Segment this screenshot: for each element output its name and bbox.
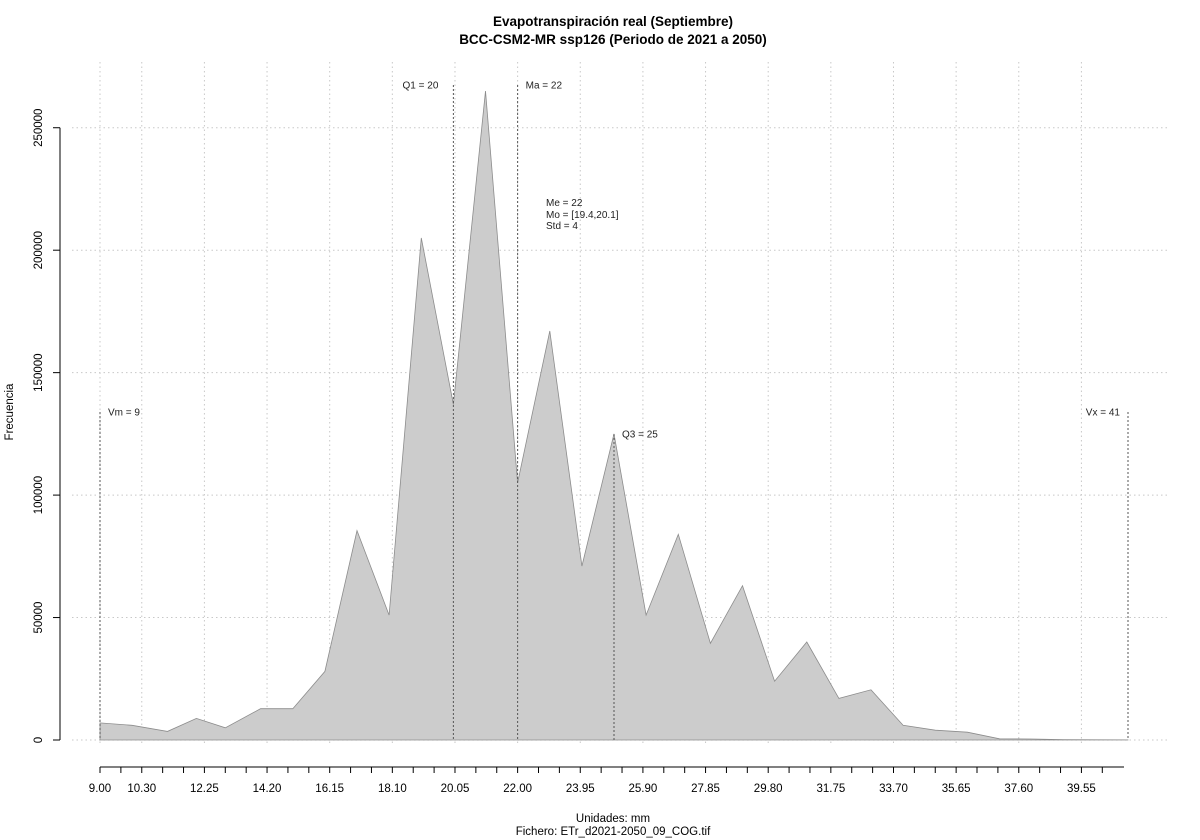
stats-annotation: Me = 22 Mo = [19.4,20.1] Std = 4	[546, 198, 619, 232]
y-axis-label: Frecuencia	[4, 383, 16, 440]
chart-subtitle: BCC-CSM2-MR ssp126 (Periodo de 2021 a 20…	[459, 32, 767, 47]
reference-line-label: Vx = 41	[1086, 408, 1121, 419]
reference-line-label: Q1 = 20	[403, 81, 439, 92]
y-tick-label: 0	[33, 737, 45, 743]
x-tick-label: 9.00	[89, 783, 111, 795]
reference-line-label: Ma = 22	[526, 81, 563, 92]
x-axis-label: Unidades: mm	[576, 813, 650, 825]
stat-median: Me = 22	[546, 198, 583, 209]
y-tick-label: 100000	[33, 476, 45, 514]
stat-std: Std = 4	[546, 221, 578, 232]
x-tick-label: 31.75	[816, 783, 845, 795]
x-tick-label: 33.70	[879, 783, 908, 795]
x-tick-label: 16.15	[315, 783, 344, 795]
stat-mode: Mo = [19.4,20.1]	[546, 210, 619, 221]
x-tick-label: 14.20	[253, 783, 282, 795]
chart-title: Evapotranspiración real (Septiembre)	[493, 14, 733, 29]
reference-line-label: Vm = 9	[108, 408, 140, 419]
x-tick-label: 20.05	[441, 783, 470, 795]
y-tick-label: 50000	[33, 602, 45, 634]
x-tick-label: 25.90	[629, 783, 658, 795]
reference-line-label: Q3 = 25	[622, 430, 658, 441]
area-series	[99, 90, 1129, 741]
x-tick-label: 10.30	[127, 783, 156, 795]
x-tick-label: 22.00	[503, 783, 532, 795]
x-tick-label: 23.95	[566, 783, 595, 795]
x-axis: 9.00 10.30 12.25 14.20 16.15 18.10 20.05 22.00 2…	[89, 766, 1124, 795]
x-tick-label: 27.85	[691, 783, 720, 795]
y-tick-label: 250000	[33, 109, 45, 147]
y-axis: 0 50000 100000 150000 200000 250000	[33, 109, 61, 743]
file-caption: Fichero: ETr_d2021-2050_09_COG.tif	[516, 826, 711, 838]
area-fill	[99, 90, 1129, 741]
x-tick-label: 37.60	[1004, 783, 1033, 795]
y-tick-label: 150000	[33, 353, 45, 391]
y-tick-label: 200000	[33, 231, 45, 269]
reference-lines: Vm = 9 Q1 = 20 Ma = 22 Q3 = 25 Vx = 41	[99, 81, 1129, 740]
x-tick-label: 18.10	[378, 783, 407, 795]
x-tick-label: 39.55	[1067, 783, 1096, 795]
x-tick-label: 12.25	[190, 783, 219, 795]
x-tick-label: 35.65	[942, 783, 971, 795]
x-tick-label: 29.80	[754, 783, 783, 795]
